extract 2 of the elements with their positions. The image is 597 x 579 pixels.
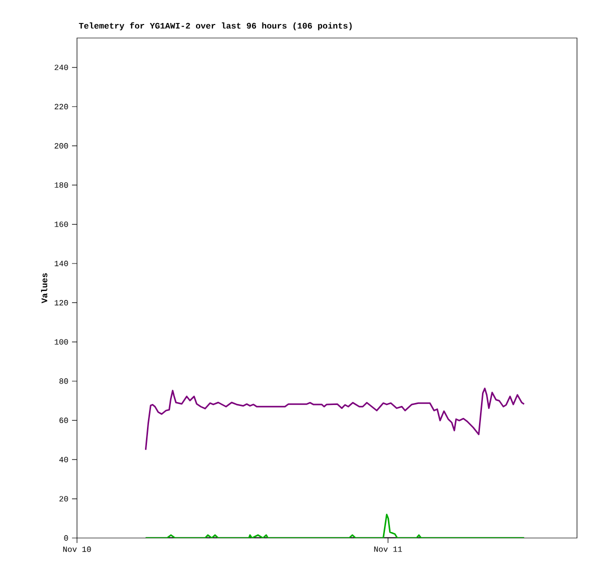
chart-title: Telemetry for YG1AWI-2 over last 96 hours (106 points) [78,22,352,30]
y-axis-title: Values [41,273,48,304]
